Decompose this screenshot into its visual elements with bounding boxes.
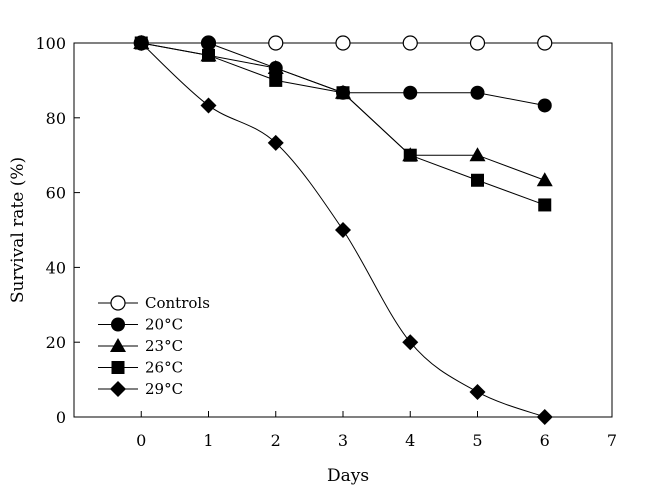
axis-ticks: 0 1 2 3 4 5 6 7 0 20 40 60 80 100 <box>35 34 617 450</box>
x-tick-label-1: 1 <box>203 431 213 450</box>
data-point-23c-day5 <box>469 147 486 162</box>
data-point-29c-day5 <box>469 383 486 400</box>
data-point-29c-day3 <box>335 222 351 238</box>
legend-label-controls: Controls <box>145 294 210 312</box>
series-markers <box>133 35 553 425</box>
legend: Controls 20°C 23°C 26°C 29°C <box>98 294 210 398</box>
data-point-29c-day4 <box>402 334 419 351</box>
x-tick-label-7: 7 <box>607 431 617 450</box>
x-tick-label-6: 6 <box>540 431 550 450</box>
y-tick-label-80: 80 <box>46 109 66 128</box>
x-axis-title: Days <box>327 466 369 486</box>
data-point-controls-day4 <box>402 35 418 51</box>
legend-marker-23c <box>110 338 126 352</box>
data-point-20c-day5 <box>470 85 485 100</box>
data-point-23c-day2 <box>267 60 284 75</box>
data-point-29c-day1 <box>200 97 217 114</box>
y-tick-label-20: 20 <box>46 333 66 352</box>
data-point-controls-day2 <box>268 35 284 51</box>
legend-marker-29c <box>110 381 126 397</box>
data-point-26c-day1 <box>202 48 215 62</box>
legend-marker-controls <box>110 295 126 311</box>
legend-label-20c: 20°C <box>145 316 183 334</box>
data-point-controls-day6 <box>537 35 553 51</box>
y-tick-label-60: 60 <box>46 184 66 203</box>
series-line-26c <box>141 42 545 206</box>
data-point-20c-day6 <box>537 98 552 113</box>
legend-label-23c: 23°C <box>145 337 183 355</box>
legend-label-26c: 26°C <box>145 359 183 377</box>
data-point-controls-day3 <box>335 35 351 51</box>
data-point-26c-day3 <box>336 86 350 100</box>
data-point-controls-day5 <box>469 35 486 51</box>
data-point-20c-day1 <box>201 36 216 50</box>
data-point-26c-day6 <box>538 198 552 212</box>
legend-marker-26c <box>111 361 125 374</box>
data-point-23c-day6 <box>536 172 553 187</box>
data-point-20c-day4 <box>403 85 418 100</box>
y-tick-label-40: 40 <box>46 258 66 277</box>
x-tick-label-2: 2 <box>271 431 281 450</box>
y-tick-label-100: 100 <box>35 34 66 53</box>
x-tick-label-3: 3 <box>338 431 348 450</box>
x-tick-label-4: 4 <box>405 431 415 450</box>
x-tick-label-5: 5 <box>472 431 482 450</box>
data-point-26c-day2 <box>269 73 283 87</box>
y-axis-title: Survival rate (%) <box>8 157 28 303</box>
legend-marker-20c <box>111 317 125 332</box>
x-tick-label-0: 0 <box>136 431 146 450</box>
data-point-29c-day0 <box>133 35 150 51</box>
data-point-26c-day4 <box>403 148 417 162</box>
legend-label-29c: 29°C <box>145 380 183 398</box>
data-point-29c-day2 <box>267 134 284 151</box>
y-tick-label-0: 0 <box>56 408 66 427</box>
data-point-29c-day6 <box>536 409 553 425</box>
data-point-26c-day5 <box>471 173 484 187</box>
